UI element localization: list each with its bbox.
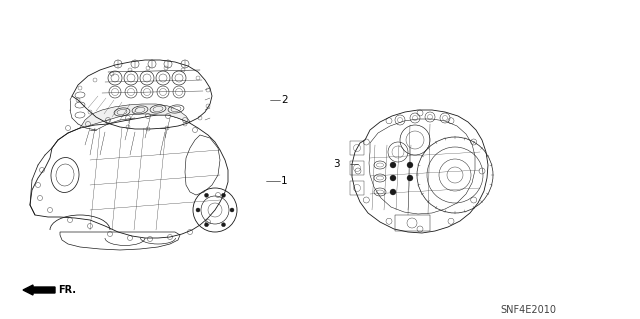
Circle shape [230, 208, 234, 212]
Text: 3: 3 [333, 159, 340, 169]
Text: SNF4E2010: SNF4E2010 [500, 305, 556, 315]
Text: 1: 1 [281, 176, 287, 186]
Text: FR.: FR. [58, 285, 76, 295]
Circle shape [390, 162, 396, 168]
Bar [350, 141, 364, 155]
FancyArrow shape [23, 285, 55, 295]
Bar [395, 215, 430, 231]
Bar [350, 181, 364, 195]
Circle shape [196, 208, 200, 212]
Bar [350, 161, 364, 175]
Circle shape [205, 193, 209, 197]
Circle shape [221, 193, 225, 197]
Polygon shape [80, 104, 190, 128]
Circle shape [390, 189, 396, 195]
Circle shape [205, 223, 209, 227]
Text: 2: 2 [281, 95, 287, 105]
Circle shape [407, 175, 413, 181]
Circle shape [407, 162, 413, 168]
Circle shape [221, 223, 225, 227]
Circle shape [390, 175, 396, 181]
